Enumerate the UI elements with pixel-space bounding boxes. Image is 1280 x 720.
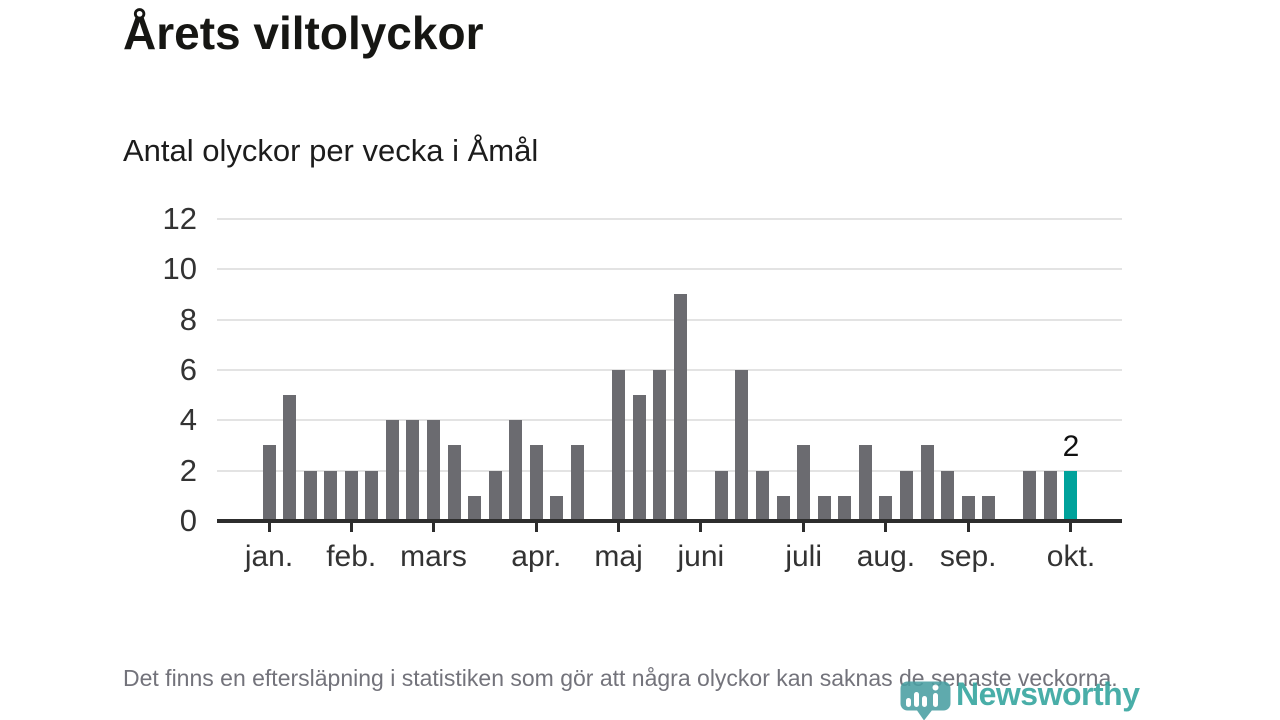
bar	[941, 470, 955, 521]
x-axis-label: maj	[594, 540, 643, 573]
bar	[838, 495, 852, 521]
bar	[632, 395, 646, 521]
y-axis-label: 8	[179, 301, 197, 337]
bar	[920, 445, 934, 521]
x-axis-label: feb.	[326, 540, 377, 573]
newsworthy-wordmark: Newsworthy	[956, 676, 1140, 712]
chart-subtitle: Antal olyckor per vecka i Åmål	[123, 133, 539, 168]
y-axis-label: 10	[162, 251, 197, 287]
footnote-text: Det finns en eftersläpning i statistiken…	[123, 665, 1118, 691]
y-axis-label: 6	[179, 351, 197, 387]
bar	[344, 470, 358, 521]
x-axis-tick	[534, 523, 538, 532]
gridline	[217, 419, 1122, 422]
bar	[283, 395, 297, 521]
bar	[570, 445, 584, 521]
bar	[509, 420, 523, 521]
x-axis-label: juni	[677, 540, 725, 573]
bar	[427, 420, 440, 521]
y-axis-label: 4	[179, 402, 197, 438]
x-axis-tick	[802, 523, 806, 532]
bar	[817, 495, 831, 521]
x-axis-line	[217, 519, 1122, 523]
bar	[262, 445, 276, 521]
x-axis-label: okt.	[1046, 540, 1096, 573]
x-axis-label: juli	[785, 540, 822, 573]
bar	[529, 445, 543, 521]
chart-title: Årets viltolyckor	[123, 7, 484, 59]
x-axis-label: apr.	[511, 540, 562, 573]
bar	[1043, 470, 1057, 521]
x-axis-tick	[267, 523, 271, 532]
x-axis-label: sep.	[939, 540, 997, 573]
bar	[612, 369, 626, 521]
gridline	[217, 368, 1122, 371]
x-axis-tick	[349, 523, 353, 532]
bar	[961, 495, 975, 521]
y-axis-label: 12	[162, 200, 197, 236]
bar	[447, 445, 461, 521]
x-axis-label: mars	[400, 540, 467, 573]
bar	[406, 420, 420, 521]
bar	[797, 445, 811, 521]
bar	[735, 369, 749, 521]
bar	[550, 495, 564, 521]
gridline	[217, 469, 1122, 472]
bar	[488, 470, 502, 521]
gridline	[217, 217, 1122, 220]
bar	[714, 470, 728, 521]
bar	[468, 495, 482, 521]
bar	[899, 470, 913, 521]
gridline	[217, 318, 1122, 321]
y-axis-label: 0	[179, 503, 197, 538]
newsworthy-bubble-chart-icon	[900, 681, 951, 720]
bar	[776, 495, 790, 521]
bar	[653, 369, 667, 521]
y-axis-label: 2	[179, 452, 197, 488]
x-axis-tick	[1069, 523, 1073, 532]
x-axis-tick	[432, 523, 435, 532]
bar	[756, 470, 770, 521]
bar	[385, 420, 399, 521]
bar	[1023, 470, 1037, 521]
bar-chart: 0 2 4 6 8 10 12 jan. feb. mars apr. maj juni juli aug.…	[162, 200, 1122, 573]
x-axis-tick	[617, 523, 621, 532]
bar	[303, 470, 317, 521]
bar	[324, 470, 338, 521]
bar	[982, 495, 996, 521]
x-axis-tick	[966, 523, 970, 532]
x-axis-label: aug.	[856, 540, 916, 573]
bar-highlight	[1064, 470, 1078, 521]
bar	[858, 445, 872, 521]
bar	[673, 294, 687, 521]
newsworthy-logo: Newsworthy	[898, 664, 1168, 720]
x-axis-tick	[699, 523, 703, 532]
x-axis-tick	[884, 523, 888, 532]
gridline	[217, 268, 1122, 271]
bar	[365, 470, 379, 521]
bar	[879, 495, 893, 521]
x-axis-label: jan.	[244, 540, 294, 573]
bar-value-label: 2	[1062, 429, 1080, 463]
